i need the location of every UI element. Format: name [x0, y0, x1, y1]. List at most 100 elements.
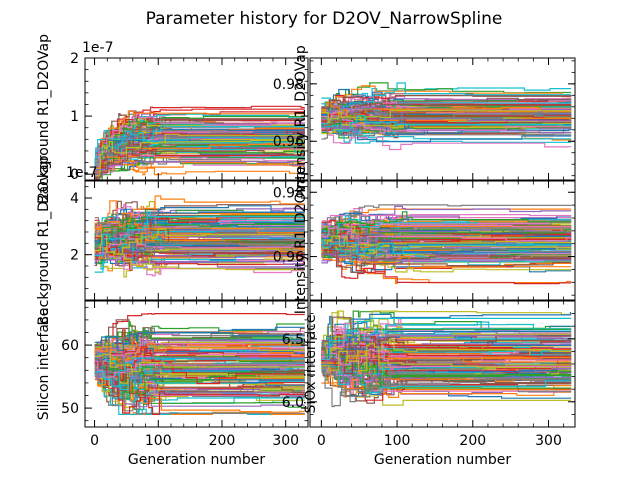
y-tick-label: 6.5 — [282, 332, 304, 348]
parameter-series-line — [321, 364, 572, 397]
parameter-series-line — [94, 123, 305, 169]
subplot-3: 2 4 1e-7 Background R1_D2Ovap — [36, 155, 309, 326]
x-tick-label: 200 — [209, 433, 236, 449]
parameter-series-line — [321, 239, 572, 255]
parameter-series-line — [321, 232, 572, 273]
parameter-series-line — [94, 219, 305, 234]
y-axis-label: Intensity R1_D2Ovap — [293, 167, 309, 315]
x-tick-label: 200 — [459, 433, 486, 449]
y-axis-label: Silicon interface — [36, 308, 52, 421]
parameter-series-line — [321, 82, 572, 112]
parameter-series-line — [321, 348, 572, 370]
parameter-series-line — [94, 110, 305, 173]
y-tick-label: 0 — [70, 167, 79, 183]
y-axis-label: SiOx interface — [303, 315, 319, 414]
parameter-series-line — [321, 245, 572, 285]
parameter-series-line — [94, 357, 305, 387]
parameter-series-line — [94, 361, 305, 415]
offset-text: 1e-7 — [82, 40, 113, 56]
y-tick-label: 0.96 — [273, 134, 304, 150]
series-group — [94, 195, 305, 278]
y-tick-label: 60 — [61, 338, 79, 354]
parameter-series-line — [321, 343, 572, 372]
parameter-series-line — [321, 204, 572, 228]
parameter-series-line — [94, 354, 305, 402]
parameter-series-line — [321, 82, 572, 125]
parameter-series-line — [321, 85, 572, 120]
parameter-series-line — [94, 343, 305, 368]
parameter-series-line — [94, 249, 305, 266]
parameter-series-line — [321, 235, 572, 248]
parameter-series-line — [321, 310, 572, 367]
parameter-series-line — [94, 149, 305, 175]
parameter-series-line — [94, 353, 305, 373]
x-tick-label: 100 — [384, 433, 411, 449]
parameter-series-line — [321, 226, 572, 244]
parameter-series-line — [321, 228, 572, 247]
series-group — [321, 204, 572, 285]
parameter-series-line — [94, 234, 305, 262]
offset-text: 1e-7 — [66, 165, 97, 181]
parameter-series-line — [321, 109, 572, 123]
parameter-series-line — [94, 226, 305, 256]
series-group — [321, 310, 572, 408]
series-group — [321, 82, 572, 151]
y-tick-label: 0.98 — [273, 77, 304, 93]
y-tick-label: 50 — [61, 401, 79, 417]
parameter-series-line — [94, 358, 305, 408]
parameter-series-line — [321, 238, 572, 254]
y-axis-label: Background R1_D2OVap — [36, 34, 52, 204]
parameter-series-line — [94, 160, 305, 173]
parameter-series-line — [94, 332, 305, 351]
y-tick-label: 2 — [70, 51, 79, 67]
parameter-series-line — [94, 127, 305, 170]
y-tick-label: 1 — [70, 109, 79, 125]
parameter-series-line — [94, 228, 305, 256]
y-tick-label: 0.96 — [273, 250, 304, 266]
x-axis-label: Generation number — [128, 452, 265, 468]
parameter-series-line — [321, 211, 572, 238]
series-group — [94, 313, 305, 415]
figure-title: Parameter history for D2OV_NarrowSpline — [146, 9, 503, 29]
parameter-series-line — [94, 327, 305, 357]
x-tick-label: 300 — [272, 433, 299, 449]
parameter-series-line — [94, 356, 305, 371]
subplot-6: 0 100 200 300 6.0 6.5 SiOx interface Generation… — [282, 300, 576, 468]
y-axis-label: Intensity R1_D2OVap — [293, 45, 309, 193]
parameter-series-line — [321, 338, 572, 361]
parameter-series-line — [94, 200, 305, 228]
parameter-series-line — [321, 115, 572, 132]
parameter-series-line — [321, 351, 572, 364]
parameter-series-line — [321, 118, 572, 151]
parameter-series-line — [94, 358, 305, 395]
parameter-series-line — [94, 113, 305, 167]
parameter-series-line — [321, 354, 572, 395]
parameter-series-line — [321, 338, 572, 366]
x-tick-label: 0 — [90, 433, 99, 449]
parameter-series-line — [321, 245, 572, 261]
subplot-5: 0 100 200 300 50 60 Silicon interface Generatio… — [36, 300, 309, 468]
parameter-series-line — [321, 357, 572, 394]
y-tick-label: 0.98 — [273, 185, 304, 201]
parameter-series-line — [94, 217, 305, 250]
parameter-series-line — [94, 143, 305, 174]
x-tick-label: 0 — [317, 433, 326, 449]
y-tick-label: 4 — [70, 191, 79, 207]
parameter-series-line — [94, 211, 305, 257]
parameter-series-line — [321, 111, 572, 134]
parameter-series-line — [321, 249, 572, 269]
series-group — [94, 105, 305, 180]
parameter-series-line — [321, 347, 572, 384]
x-axis-label: Generation number — [374, 452, 511, 468]
y-tick-label: 2 — [70, 248, 79, 264]
parameter-series-line — [94, 340, 305, 368]
parameter-series-line — [321, 218, 572, 246]
y-axis-label: Background R1_D2Ovap — [36, 155, 52, 325]
x-tick-label: 300 — [535, 433, 562, 449]
x-tick-label: 100 — [145, 433, 172, 449]
parameter-series-line — [321, 96, 572, 109]
